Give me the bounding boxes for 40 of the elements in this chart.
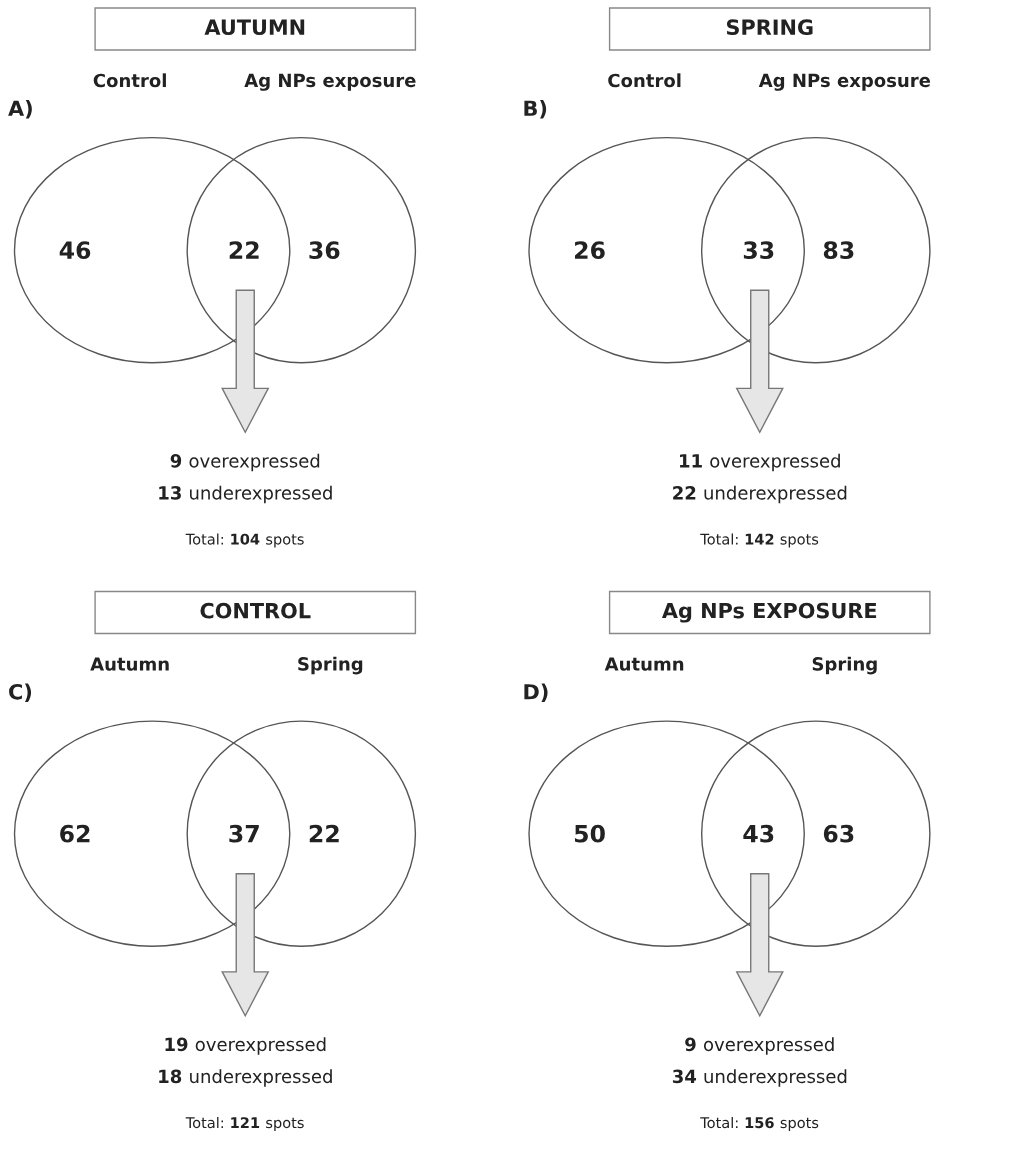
text: Total: 121 spots: [185, 1116, 304, 1132]
text: Total: 156 spots: [700, 1116, 819, 1132]
text: 19 overexpressed: [165, 1037, 326, 1055]
data-label: 43: [743, 824, 774, 843]
data-label: 37: [229, 824, 259, 843]
text: 9 overexpressed: [685, 1037, 834, 1055]
text: 13 underexpressed: [159, 485, 332, 504]
category-label: Autumn: [604, 657, 684, 671]
data-label: 33: [743, 241, 774, 260]
text: 34 underexpressed: [672, 1069, 847, 1087]
category-label: Autumn: [90, 657, 169, 671]
text: D): [524, 683, 548, 703]
data-label: 22: [229, 241, 259, 259]
data-label: 50: [574, 824, 605, 843]
text: Ag NPs EXPOSURE: [661, 602, 877, 623]
data-label: 46: [59, 241, 91, 260]
text: 9 overexpressed: [170, 453, 320, 472]
text: SPRING: [726, 19, 813, 36]
data-label: 22: [309, 824, 339, 843]
data-label: 36: [309, 241, 340, 260]
category-label: Ag NPs exposure: [758, 73, 931, 91]
category-label: Spring: [298, 656, 363, 675]
data-label: 62: [60, 824, 90, 843]
category-label: Control: [608, 73, 681, 88]
category-label: Spring: [812, 656, 877, 675]
text: AUTUMN: [204, 19, 305, 36]
data-label: 26: [575, 241, 605, 260]
text: B): [524, 100, 547, 119]
data-label: 63: [823, 824, 854, 843]
text: Total: 104 spots: [185, 533, 304, 548]
text: 22 underexpressed: [673, 485, 847, 504]
category-label: Control: [93, 73, 166, 88]
data-label: 83: [823, 241, 854, 260]
text: 18 underexpressed: [159, 1069, 332, 1087]
text: C): [9, 683, 32, 703]
text: CONTROL: [200, 602, 311, 619]
text: Total: 142 spots: [700, 533, 819, 548]
text: 11 overexpressed: [680, 453, 840, 472]
category-label: Ag NPs exposure: [244, 73, 416, 91]
text: A): [8, 100, 32, 119]
